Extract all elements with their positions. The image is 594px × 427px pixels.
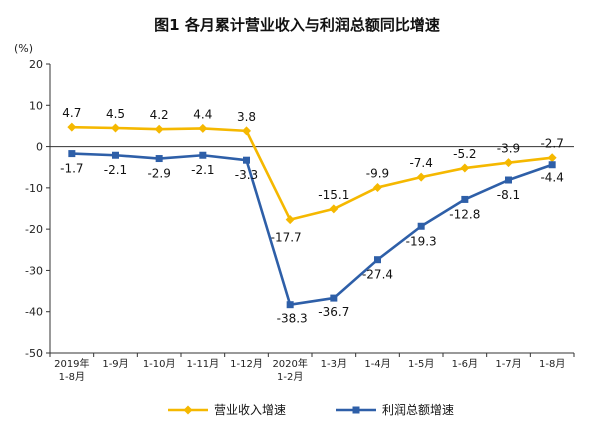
legend-marker <box>352 406 360 414</box>
series-2-point <box>286 301 294 309</box>
legend: 营业收入增速 利润总额增速 <box>168 403 454 417</box>
y-tick-label: 0 <box>36 141 43 154</box>
series-1-point <box>111 123 120 133</box>
legend-label: 利润总额增速 <box>382 403 454 417</box>
data-label: 4.7 <box>62 106 81 120</box>
data-label: 4.5 <box>106 107 125 121</box>
series-2-point <box>112 151 119 159</box>
chart-title: 图1 各月累计营业收入与利润总额同比增速 <box>154 16 440 34</box>
data-label: -12.8 <box>449 207 480 221</box>
series-1-point <box>154 124 164 134</box>
series-2-point <box>155 155 163 163</box>
data-label: -2.7 <box>540 137 563 151</box>
series-2-point <box>417 222 425 230</box>
data-label: -2.9 <box>147 167 170 181</box>
series-1-point <box>198 123 208 133</box>
series-2-point <box>374 256 381 264</box>
x-tick-label: 1-10月 <box>143 358 176 370</box>
series-1-point <box>504 158 513 168</box>
y-tick-label: -50 <box>25 347 43 360</box>
data-label: -3.9 <box>497 142 520 156</box>
data-label: -15.1 <box>318 188 349 202</box>
data-label: -5.2 <box>453 147 476 161</box>
series-2-point <box>461 195 469 203</box>
series-1-point <box>547 153 557 163</box>
data-label: -8.1 <box>497 188 520 202</box>
data-label: 4.2 <box>150 108 169 122</box>
data-label: -9.9 <box>366 166 389 180</box>
y-tick-label: -20 <box>25 223 43 236</box>
x-tick-label: 1-11月 <box>186 358 219 370</box>
x-tick-label: 1-5月 <box>408 358 434 370</box>
data-label: -38.3 <box>277 312 308 326</box>
x-tick-label: 1-4月 <box>364 358 390 370</box>
x-tick-label: 1-6月 <box>452 358 478 370</box>
series-1-point <box>242 126 251 136</box>
data-label: 4.4 <box>193 107 212 121</box>
data-label: -1.7 <box>60 162 83 176</box>
y-tick-label: -10 <box>25 182 43 195</box>
x-tick-label: 1-8月 <box>539 358 565 370</box>
series-2-point <box>243 156 250 164</box>
x-tick-label: 1-12月 <box>230 358 263 370</box>
legend-marker <box>183 405 193 415</box>
x-tick-label: 1-2月 <box>277 371 303 383</box>
series-1-point <box>285 215 295 225</box>
series-2-point <box>505 176 512 184</box>
series-1-point <box>416 172 426 182</box>
data-label: 3.8 <box>237 110 256 124</box>
x-tick-label: 1-9月 <box>102 358 128 370</box>
y-tick-label: -40 <box>25 306 43 319</box>
series-line-1 <box>71 125 553 221</box>
x-tick-label: 1-8月 <box>59 371 85 383</box>
x-tick-label: 1-3月 <box>321 358 347 370</box>
series-1-point <box>460 163 470 173</box>
y-tick-label: -30 <box>25 264 43 277</box>
series-2-point <box>330 294 338 302</box>
legend-label: 营业收入增速 <box>214 403 286 417</box>
x-tick-label: 2020年 <box>272 357 307 370</box>
series-1-point <box>373 182 382 192</box>
data-label: -2.1 <box>191 163 214 177</box>
y-unit-label: (%) <box>14 42 33 55</box>
series-2-point <box>68 150 76 158</box>
series-line-2 <box>71 152 553 306</box>
data-label: -27.4 <box>362 268 393 282</box>
y-tick-label: 10 <box>29 99 43 112</box>
x-tick-label: 2019年 <box>54 357 89 370</box>
series-2-point <box>199 151 207 159</box>
data-label: -19.3 <box>406 234 437 248</box>
data-label: -17.7 <box>271 231 302 245</box>
series-1-point <box>329 204 339 214</box>
data-label: -3.3 <box>235 168 258 182</box>
y-tick-label: 20 <box>29 58 43 71</box>
series-2-point <box>548 161 556 169</box>
data-label: -4.4 <box>540 171 563 185</box>
data-label: -2.1 <box>104 163 127 177</box>
data-label: -36.7 <box>318 305 349 319</box>
x-tick-label: 1-7月 <box>495 358 521 370</box>
data-label: -7.4 <box>409 156 432 170</box>
series-1-point <box>67 122 77 132</box>
